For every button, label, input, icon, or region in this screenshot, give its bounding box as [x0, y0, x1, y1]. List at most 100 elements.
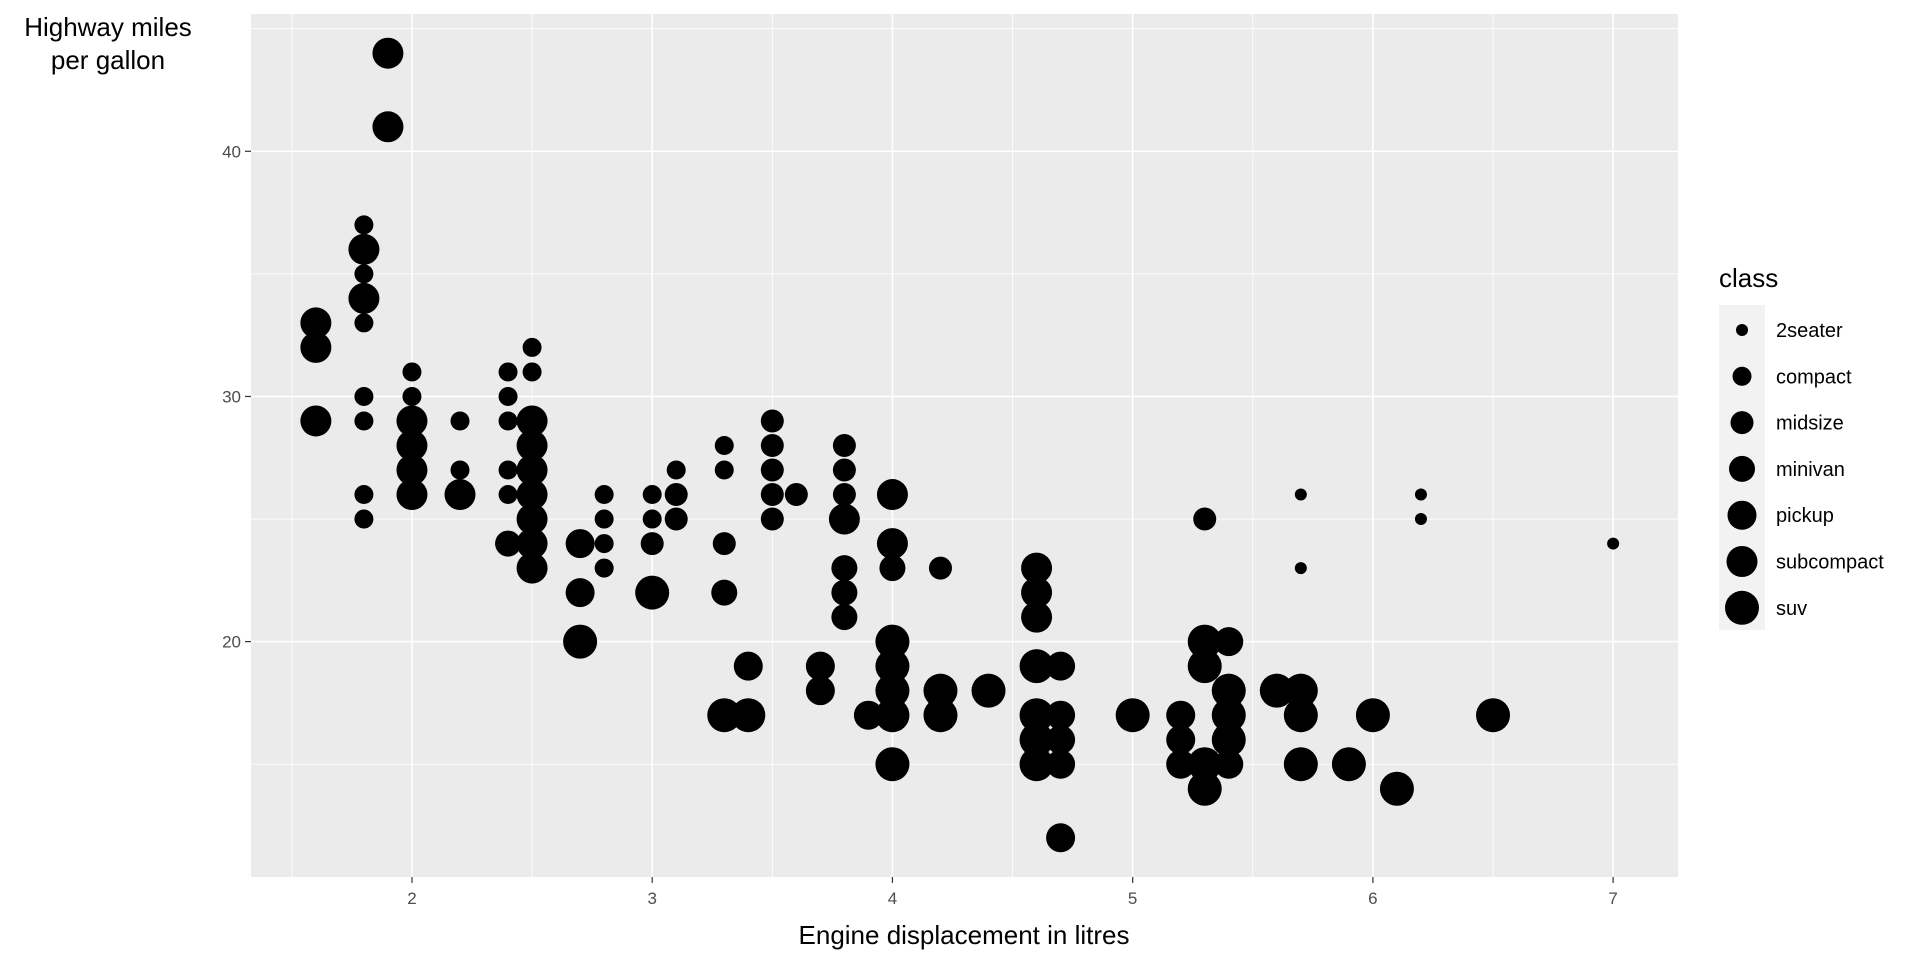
data-point [711, 579, 738, 606]
x-tick-label: 4 [888, 889, 897, 908]
legend-label: suv [1776, 598, 1807, 620]
data-point [1214, 749, 1244, 779]
data-point [1046, 725, 1076, 755]
legend-items: 2seater compact midsize minivan pickup subcom… [1725, 320, 1884, 625]
data-point [1021, 552, 1053, 584]
data-point [875, 747, 910, 782]
data-point [354, 313, 374, 333]
legend-key [1732, 366, 1752, 386]
data-point [594, 558, 614, 578]
data-point [1211, 698, 1246, 733]
data-point [516, 503, 548, 535]
data-point [498, 485, 518, 505]
data-point [594, 509, 614, 529]
data-point [971, 673, 1006, 708]
major-gridlines [251, 14, 1678, 877]
legend-label: pickup [1776, 505, 1834, 527]
data-point [396, 430, 428, 461]
data-point [875, 649, 910, 684]
data-point [300, 331, 332, 363]
data-point [396, 405, 428, 437]
data-point [516, 405, 548, 437]
data-point [831, 604, 858, 631]
legend-key [1730, 411, 1754, 435]
data-point [354, 386, 374, 406]
data-point [1115, 698, 1150, 733]
data-point [831, 555, 858, 582]
x-tick-label: 7 [1608, 889, 1617, 908]
legend-label: midsize [1776, 413, 1844, 435]
data-point [522, 362, 542, 382]
data-point [444, 479, 476, 511]
data-point [516, 454, 548, 486]
data-point [354, 485, 374, 505]
data-point [1607, 537, 1620, 550]
data-point [1259, 673, 1294, 708]
data-point [832, 458, 856, 482]
size-legend: class 2seater compact midsize minivan pickup… [1719, 263, 1884, 630]
data-point [805, 676, 835, 706]
data-point [1046, 700, 1076, 730]
data-point [832, 483, 856, 507]
y-axis-title-line-1: Highway miles [24, 12, 192, 42]
data-point [712, 532, 736, 556]
data-point [1414, 488, 1427, 501]
data-point [1019, 722, 1054, 757]
data-point [565, 578, 595, 608]
data-point [1046, 651, 1076, 681]
data-point [1166, 725, 1196, 755]
data-point [1187, 649, 1222, 684]
data-point [875, 624, 910, 659]
data-point [853, 700, 883, 730]
data-point [1193, 507, 1217, 531]
data-point [923, 673, 958, 708]
data-point [642, 509, 662, 529]
legend-title: class [1719, 263, 1778, 293]
data-point [1019, 649, 1054, 684]
x-tick-label: 5 [1128, 889, 1137, 908]
data-point [498, 460, 518, 480]
data-point [565, 529, 595, 559]
data-point [522, 337, 542, 357]
data-point [666, 460, 686, 480]
data-point [1166, 700, 1196, 730]
x-axis-ticks: 2 3 4 5 6 7 [407, 877, 1618, 908]
data-point [516, 479, 548, 511]
data-point [450, 411, 470, 431]
legend-key [1727, 500, 1757, 530]
legend-key [1726, 546, 1758, 577]
data-point [354, 215, 374, 235]
data-point [516, 528, 548, 560]
data-point [642, 485, 662, 505]
y-axis-ticks: 20 30 40 [222, 142, 251, 652]
data-point [516, 430, 548, 461]
data-point [875, 673, 910, 708]
data-point [714, 436, 734, 455]
legend-key [1729, 455, 1755, 482]
data-point [1166, 749, 1196, 779]
data-point [594, 485, 614, 505]
data-point [760, 434, 784, 457]
data-point [1187, 771, 1222, 806]
data-point [805, 651, 835, 681]
data-point [1211, 673, 1246, 708]
data-point [1476, 698, 1511, 733]
data-point [1414, 513, 1427, 526]
data-point [594, 534, 614, 554]
data-point [402, 386, 422, 406]
data-point [372, 37, 404, 69]
data-point [707, 698, 742, 733]
legend-label: 2seater [1776, 320, 1843, 342]
data-point [876, 528, 908, 560]
data-point [348, 282, 380, 314]
data-point [879, 555, 906, 582]
data-point [1019, 747, 1054, 782]
data-point [760, 483, 784, 507]
data-point [450, 460, 470, 480]
data-point [1187, 747, 1222, 782]
data-point [1294, 562, 1307, 575]
data-point [1294, 488, 1307, 501]
data-point [354, 411, 374, 431]
data-point [1187, 624, 1222, 659]
